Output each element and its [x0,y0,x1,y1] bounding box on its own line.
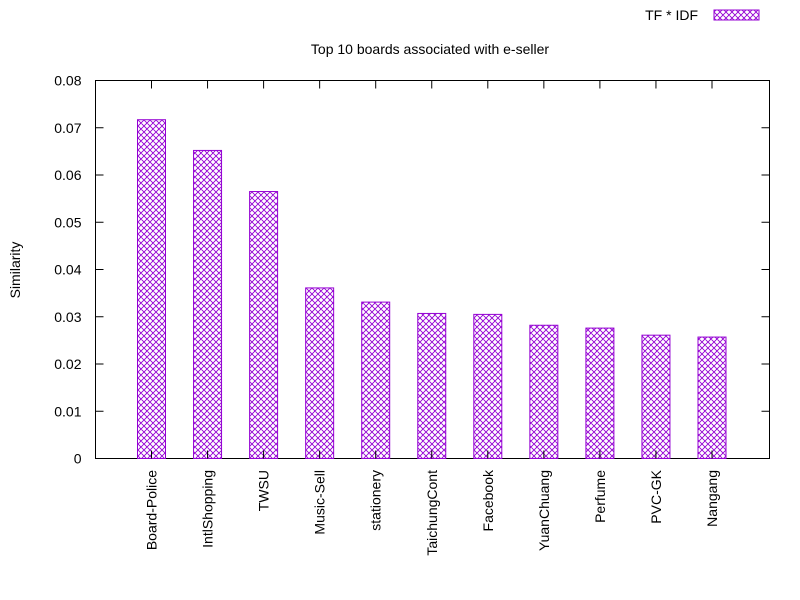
bar-stationery [361,301,391,460]
bar-yuanchuang [529,324,559,459]
x-tick-label: Facebook [480,469,496,531]
x-tick-label: Music-Sell [312,470,328,535]
y-axis-ticks: 0 0.01 0.02 0.03 0.04 0.05 0.06 0.07 0.08 [54,73,770,467]
chart-title: Top 10 boards associated with e-seller [311,41,549,57]
bar-twsu [249,191,279,459]
x-tick-label: stationery [368,470,384,531]
x-tick-label: PVC-GK [648,469,664,523]
x-tick-label: Perfume [592,470,608,523]
y-axis-label: Similarity [7,242,23,299]
x-axis-labels: Board-Police IntlShopping TWSU Music-Sell st… [144,469,721,556]
bar-taichungcont [417,312,447,459]
x-tick-label: YuanChuang [536,470,552,551]
y-tick-label: 0.01 [54,403,81,419]
y-tick-label: 0.02 [54,356,81,372]
bars [137,80,727,460]
y-tick-label: 0.07 [54,120,81,136]
bar-intlshopping [193,149,223,459]
bar-board-police [137,119,166,459]
bar-music-sell [305,287,335,459]
y-tick-label: 0 [74,451,82,467]
x-tick-label: Nangang [704,470,720,527]
bar-pvc-gk [641,334,671,459]
legend-label: TF * IDF [645,7,698,23]
y-tick-label: 0.03 [54,309,81,325]
x-tick-label: TaichungCont [424,470,440,556]
y-tick-label: 0.05 [54,214,81,230]
y-tick-label: 0.08 [54,73,81,89]
legend: TF * IDF [645,7,760,23]
y-tick-label: 0.06 [54,167,81,183]
bar-nangang [697,336,727,460]
x-tick-label: Board-Police [144,470,160,550]
x-tick-label: TWSU [256,470,272,511]
bar-perfume [585,327,615,459]
bar-facebook [473,313,503,460]
y-tick-label: 0.04 [54,262,81,278]
x-tick-label: IntlShopping [200,470,216,548]
legend-swatch [713,9,760,21]
